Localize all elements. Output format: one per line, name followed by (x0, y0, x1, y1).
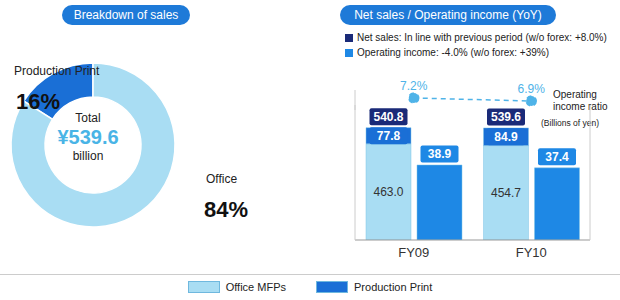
html-text:Net sales / Operating income (: Net sales / Operating income (YoY) (354, 8, 542, 22)
html-text:Breakdown of sales: Breakdown of sales (73, 8, 179, 22)
svg-text:Production Print: Production Print (14, 64, 100, 78)
svg-text:6.9%: 6.9% (518, 82, 546, 96)
html-text:(Billions of yen): (Billions of yen) (541, 118, 600, 128)
html-text:Operating income: -4.0% (w/o f: Operating income: -4.0% (w/o forex: +39%… (357, 47, 549, 58)
svg-text:540.8: 540.8 (373, 110, 403, 124)
svg-text:Office: Office (206, 172, 237, 186)
html-text:billion: billion (72, 149, 104, 163)
svg-text:FY09: FY09 (398, 245, 429, 260)
svg-text:FY10: FY10 (516, 245, 547, 260)
svg-text:16%: 16% (16, 89, 60, 114)
html-text:¥539.6: ¥539.6 (57, 126, 119, 148)
svg-text:454.7: 454.7 (491, 186, 521, 200)
html-text:Total: Total (75, 111, 101, 125)
svg-text:38.9: 38.9 (428, 147, 452, 161)
svg-text:77.8: 77.8 (377, 129, 401, 143)
svg-text:463.0: 463.0 (373, 185, 403, 199)
svg-text:84.9: 84.9 (494, 130, 518, 144)
html-text:Office MFPs: Office MFPs (225, 281, 286, 293)
svg-text:37.4: 37.4 (545, 150, 569, 164)
svg-text:7.2%: 7.2% (400, 79, 428, 93)
html-text:Production Print: Production Print (354, 281, 433, 293)
html-text:Net sales: In line with previo: Net sales: In line with previous period … (357, 32, 607, 43)
svg-text:539.6: 539.6 (491, 110, 521, 124)
html-text:Operating income ratio: Operating income ratio (553, 89, 608, 112)
svg-text:84%: 84% (204, 197, 248, 222)
